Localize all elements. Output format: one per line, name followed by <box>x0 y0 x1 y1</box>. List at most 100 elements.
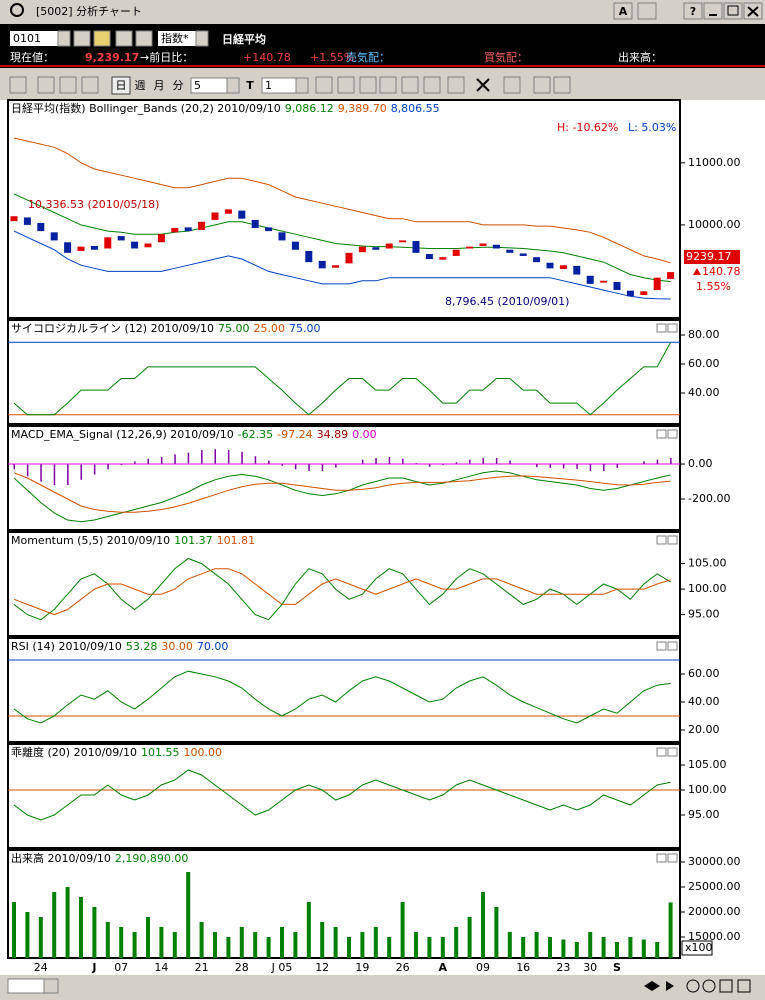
series-line <box>13 230 671 300</box>
candle <box>399 240 407 243</box>
candle <box>519 253 527 256</box>
histogram-bar <box>455 462 458 465</box>
panel-button <box>656 853 667 863</box>
histogram-bar <box>241 451 243 465</box>
zoom-out[interactable] <box>702 979 716 993</box>
icon-button[interactable] <box>379 76 397 94</box>
icon-button[interactable] <box>135 30 153 47</box>
icon-button[interactable] <box>503 76 521 94</box>
button[interactable] <box>613 2 633 20</box>
minutes: 5 <box>194 79 201 92</box>
legend-value: 9,086.12 <box>285 102 334 115</box>
panel-title: Momentum (5,5) 2010/09/10 101.37 101.81 <box>11 534 255 547</box>
icon-button[interactable] <box>73 30 91 47</box>
candle <box>533 257 541 263</box>
y-tick-label: 40.00 <box>688 386 720 399</box>
icon-button[interactable] <box>553 76 571 94</box>
volume-bar <box>146 917 150 958</box>
x-tick-label: 07 <box>114 961 128 974</box>
panel-frame <box>7 99 681 319</box>
histogram-bar <box>616 464 618 468</box>
panel-button <box>656 429 667 439</box>
candle <box>626 290 634 297</box>
dropdown[interactable] <box>195 30 209 47</box>
dropdown[interactable] <box>226 77 240 94</box>
icon-button[interactable] <box>37 76 55 94</box>
button-label: ? <box>690 5 696 18</box>
legend-value: 75.00 <box>289 322 321 335</box>
minimize-button[interactable] <box>703 2 723 20</box>
histogram-bar <box>469 459 471 465</box>
icon-button[interactable] <box>337 76 355 94</box>
volume-bar <box>25 912 30 958</box>
panel-title: サイコロジカルライン (12) 2010/09/10 75.00 25.00 75.0… <box>11 322 320 335</box>
histogram-bar <box>402 458 404 465</box>
series-line <box>13 670 671 724</box>
volume-bar <box>266 937 271 958</box>
panel-title-text: RSI (14) 2010/09/10 <box>11 640 122 653</box>
icon-button[interactable] <box>533 76 551 94</box>
button-label: A <box>619 5 628 18</box>
x-tick-label: 19 <box>355 961 369 974</box>
t-label: T <box>246 79 254 92</box>
x-tick-label: J <box>91 961 96 974</box>
volume-bar <box>65 887 70 958</box>
y-tick-label: 40.00 <box>688 695 720 708</box>
button[interactable] <box>637 2 657 20</box>
candle <box>104 237 112 249</box>
icon-button[interactable] <box>315 76 333 94</box>
volume-bar <box>561 939 566 958</box>
nav-icons[interactable] <box>644 981 674 991</box>
icon-button[interactable] <box>59 76 77 94</box>
y-tick-label: 95.00 <box>688 808 720 821</box>
code-input[interactable] <box>10 31 58 46</box>
candle <box>144 243 152 248</box>
icon-button[interactable] <box>115 30 133 47</box>
app-icon <box>10 3 24 17</box>
label: 出来高： <box>618 50 662 64</box>
zoom-in[interactable] <box>686 979 700 993</box>
x-tick-label: S <box>613 961 621 974</box>
icon-button[interactable] <box>423 76 441 94</box>
dropdown[interactable] <box>295 77 309 94</box>
histogram-bar <box>294 464 297 470</box>
candle <box>600 280 608 283</box>
y-tick-label: 60.00 <box>688 667 720 680</box>
x-tick-label: 16 <box>516 961 530 974</box>
candle <box>90 246 98 250</box>
y-tick-label: 0.00 <box>688 457 713 470</box>
icon-button[interactable] <box>81 76 99 94</box>
annotation: 1.55% <box>696 280 731 293</box>
icon-button[interactable] <box>359 76 377 94</box>
icon-button[interactable] <box>447 76 465 94</box>
button[interactable] <box>683 2 703 20</box>
maximize-button[interactable] <box>723 2 743 20</box>
grid-button[interactable] <box>719 979 733 993</box>
icon-button[interactable] <box>401 76 419 94</box>
volume-bar <box>574 942 579 958</box>
legend-value: 101.55 <box>141 746 180 759</box>
icon-button[interactable] <box>93 30 111 47</box>
icon-button[interactable] <box>9 76 27 94</box>
histogram-bar <box>13 464 15 470</box>
change: +140.78 <box>243 51 291 64</box>
period-button[interactable] <box>111 76 131 95</box>
volume-bar <box>320 922 325 958</box>
candle <box>251 219 259 228</box>
volume-bar <box>454 927 459 958</box>
dropdown[interactable] <box>57 30 71 47</box>
candle <box>318 260 326 269</box>
candle <box>667 272 675 279</box>
period[interactable]: 日 <box>116 79 127 92</box>
scroll-button[interactable] <box>43 978 59 994</box>
volume-bar <box>521 937 526 958</box>
panel-frame <box>7 531 681 637</box>
period[interactable]: 分 <box>173 79 184 92</box>
fit-button[interactable] <box>737 979 751 993</box>
period[interactable]: 週 <box>135 79 146 92</box>
change-pct: +1.55% <box>310 51 354 64</box>
period[interactable]: 月 <box>154 79 165 92</box>
volume-bar <box>373 927 378 958</box>
candle <box>559 265 567 269</box>
